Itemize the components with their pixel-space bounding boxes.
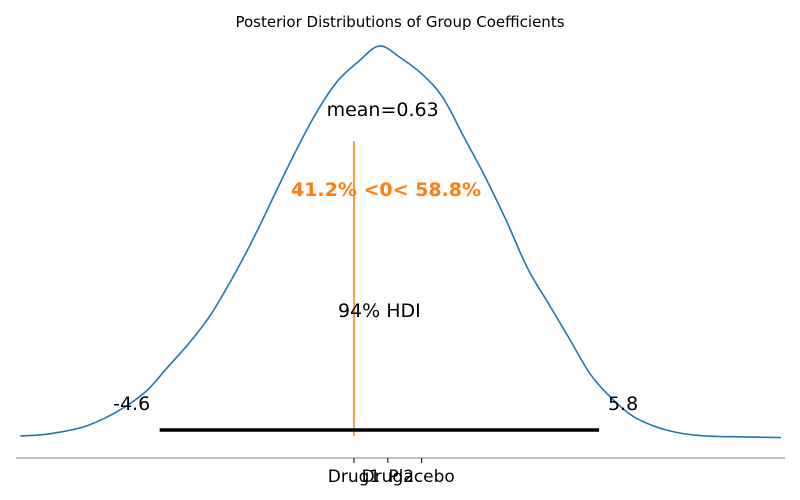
hdi-high-label: 5.8 <box>608 393 638 415</box>
x-tick-label: Drug2 <box>362 467 414 487</box>
chart-title: Posterior Distributions of Group Coeffic… <box>235 13 564 31</box>
mean-label: mean=0.63 <box>327 99 439 121</box>
density-layer <box>20 45 781 439</box>
hdi-low-label: -4.6 <box>113 393 150 415</box>
posterior-density-line <box>20 45 781 439</box>
x-tick-label: Drug1 <box>328 467 380 487</box>
hdi-label: 94% HDI <box>338 300 421 322</box>
reference-percent-label: 41.2% <0< 58.8% <box>291 179 481 201</box>
x-tick-label: Placebo <box>388 467 454 487</box>
